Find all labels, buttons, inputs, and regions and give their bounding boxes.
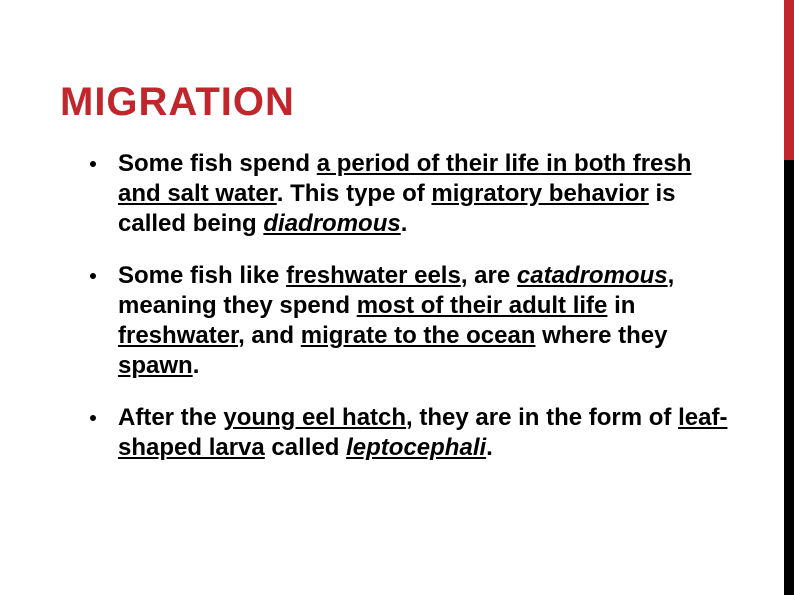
text: After the (118, 404, 223, 431)
slide: MIGRATION Some fish spend a period of th… (0, 0, 794, 595)
text: . This type of (277, 180, 432, 207)
text: . (486, 434, 493, 461)
text: . (401, 210, 408, 237)
bullet-item: After the young eel hatch, they are in t… (90, 403, 734, 463)
text-underline: freshwater eels (286, 262, 461, 289)
text-underline-italic: diadromous (263, 210, 400, 237)
text-underline: migrate to the ocean (301, 322, 536, 349)
text-underline-italic: catadromous (517, 262, 668, 289)
text-underline: freshwater (118, 322, 238, 349)
text: , are (461, 262, 517, 289)
accent-bar (784, 0, 794, 595)
text-underline: spawn (118, 352, 193, 379)
text: where they (535, 322, 667, 349)
text: in (607, 292, 635, 319)
text: . (193, 352, 200, 379)
text: Some fish like (118, 262, 286, 289)
bullet-item: Some fish spend a period of their life i… (90, 149, 734, 239)
slide-title: MIGRATION (60, 80, 734, 125)
text-underline: most of their adult life (357, 292, 608, 319)
bullet-list: Some fish spend a period of their life i… (60, 149, 734, 463)
text: Some fish spend (118, 150, 317, 177)
text-underline-italic: leptocephali (346, 434, 486, 461)
text: called (265, 434, 346, 461)
bullet-item: Some fish like freshwater eels, are cata… (90, 261, 734, 381)
text: , and (238, 322, 301, 349)
text: , they are in the form of (406, 404, 678, 431)
accent-black (784, 160, 794, 595)
accent-red (784, 0, 794, 160)
text-underline: young eel hatch (223, 404, 406, 431)
text-underline: migratory behavior (431, 180, 648, 207)
